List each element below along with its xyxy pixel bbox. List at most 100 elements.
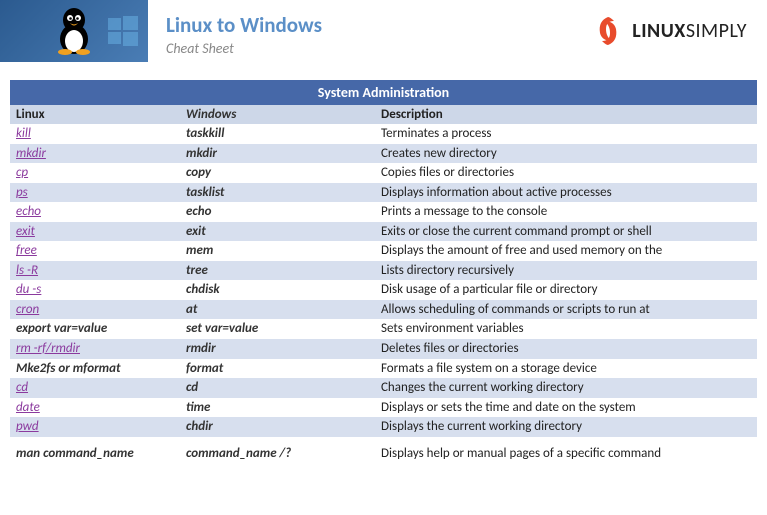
linux-command-link[interactable]: free [16, 243, 37, 258]
cell-linux: pwd [10, 417, 180, 437]
linux-command-link[interactable]: ls -R [16, 263, 38, 278]
cell-description: Creates new directory [375, 144, 757, 164]
section-header: System Administration [10, 80, 757, 105]
cell-linux: cp [10, 163, 180, 183]
linux-command-link[interactable]: date [16, 400, 40, 415]
page-title: Linux to Windows [166, 12, 590, 38]
cell-description: Sets environment variables [375, 319, 757, 339]
table-row: rm -rf/rmdir rmdirDeletes files or direct… [10, 339, 757, 359]
cell-windows: format [180, 359, 375, 379]
cell-linux: date [10, 398, 180, 418]
cell-windows: at [180, 300, 375, 320]
cell-description: Deletes files or directories [375, 339, 757, 359]
cell-linux: man command_name [10, 437, 180, 464]
table-row: pwd chdirDisplays the current working dir… [10, 417, 757, 437]
linux-command-link[interactable]: du -s [16, 282, 41, 297]
linux-command-link[interactable]: mkdir [16, 146, 46, 161]
cell-windows: mkdir [180, 144, 375, 164]
cell-description: Prints a message to the console [375, 202, 757, 222]
command-table: Linux Windows Description kill taskkillTe… [10, 105, 757, 463]
cell-description: Exits or close the current command promp… [375, 222, 757, 242]
linux-command-link[interactable]: cron [16, 302, 39, 317]
cell-linux: mkdir [10, 144, 180, 164]
cell-linux: Mke2fs or mformat [10, 359, 180, 379]
linux-command-link[interactable]: ps [16, 185, 28, 200]
linux-command-link[interactable]: pwd [16, 419, 39, 434]
header-title-block: Linux to Windows Cheat Sheet [148, 6, 590, 57]
cell-windows: chdisk [180, 280, 375, 300]
table-row: Mke2fs or mformat formatFormats a file sy… [10, 359, 757, 379]
cell-linux: ls -R [10, 261, 180, 281]
tux-penguin-icon [53, 6, 95, 56]
cell-windows: chdir [180, 417, 375, 437]
cell-windows: tree [180, 261, 375, 281]
linux-command-text: export var=value [16, 321, 107, 336]
table-row: date timeDisplays or sets the time and da… [10, 398, 757, 418]
cell-linux: echo [10, 202, 180, 222]
cell-linux: exit [10, 222, 180, 242]
table-row: ls -R treeLists directory recursively [10, 261, 757, 281]
cell-windows: copy [180, 163, 375, 183]
cell-linux: cron [10, 300, 180, 320]
brand-text: LINUXSIMPLY [632, 19, 747, 43]
cell-windows: command_name /? [180, 437, 375, 464]
cell-windows: rmdir [180, 339, 375, 359]
table-row: mkdirmkdirCreates new directory [10, 144, 757, 164]
linuxsimply-logo-icon [590, 13, 626, 49]
linux-command-link[interactable]: echo [16, 204, 41, 219]
cell-description: Terminates a process [375, 124, 757, 144]
cell-windows: taskkill [180, 124, 375, 144]
cell-linux: export var=value [10, 319, 180, 339]
cell-windows: echo [180, 202, 375, 222]
cell-windows: tasklist [180, 183, 375, 203]
table-row: man command_name command_name /?Displays … [10, 437, 757, 464]
linux-command-link[interactable]: cd [16, 380, 28, 395]
col-header-desc: Description [375, 105, 757, 124]
cell-description: Displays help or manual pages of a speci… [375, 437, 757, 464]
cell-description: Disk usage of a particular file or direc… [375, 280, 757, 300]
cell-description: Changes the current working directory [375, 378, 757, 398]
table-row: ps tasklistDisplays information about act… [10, 183, 757, 203]
table-row: cdcdChanges the current working director… [10, 378, 757, 398]
cell-windows: time [180, 398, 375, 418]
table-row: kill taskkillTerminates a process [10, 124, 757, 144]
cell-description: Displays information about active proces… [375, 183, 757, 203]
table-row: freememDisplays the amount of free and u… [10, 241, 757, 261]
linux-command-link[interactable]: exit [16, 224, 35, 239]
cell-description: Copies files or directories [375, 163, 757, 183]
cell-linux: ps [10, 183, 180, 203]
linux-command-link[interactable]: kill [16, 126, 31, 141]
cell-windows: mem [180, 241, 375, 261]
cell-description: Lists directory recursively [375, 261, 757, 281]
cell-linux: cd [10, 378, 180, 398]
table-row: exitexitExits or close the current comma… [10, 222, 757, 242]
table-row: cp copyCopies files or directories [10, 163, 757, 183]
cell-description: Displays or sets the time and date on th… [375, 398, 757, 418]
header-icon-panel [0, 0, 148, 62]
cell-linux: du -s [10, 280, 180, 300]
linux-command-text: Mke2fs or mformat [16, 361, 120, 376]
table-row: echoechoPrints a message to the console [10, 202, 757, 222]
linux-command-link[interactable]: cp [16, 165, 28, 180]
windows-icon [108, 16, 138, 46]
cell-windows: cd [180, 378, 375, 398]
cell-linux: rm -rf/rmdir [10, 339, 180, 359]
cell-description: Allows scheduling of commands or scripts… [375, 300, 757, 320]
brand-logo: LINUXSIMPLY [590, 13, 767, 49]
cell-linux: kill [10, 124, 180, 144]
table-container: System Administration Linux Windows Desc… [10, 80, 757, 463]
linux-command-text: man command_name [16, 446, 134, 461]
col-header-linux: Linux [10, 105, 180, 124]
cell-description: Formats a file system on a storage devic… [375, 359, 757, 379]
col-header-windows: Windows [180, 105, 375, 124]
cell-windows: exit [180, 222, 375, 242]
cell-windows: set var=value [180, 319, 375, 339]
table-body: killtaskkillTerminates a processmkdirmkd… [10, 124, 757, 463]
cell-description: Displays the current working directory [375, 417, 757, 437]
linux-command-link[interactable]: rm -rf/rmdir [16, 341, 80, 356]
page-subtitle: Cheat Sheet [166, 40, 590, 57]
table-row: du -s chdiskDisk usage of a particular fi… [10, 280, 757, 300]
cell-linux: free [10, 241, 180, 261]
table-row: cron atAllows scheduling of commands or s… [10, 300, 757, 320]
header: Linux to Windows Cheat Sheet LINUXSIMPLY [0, 0, 767, 62]
